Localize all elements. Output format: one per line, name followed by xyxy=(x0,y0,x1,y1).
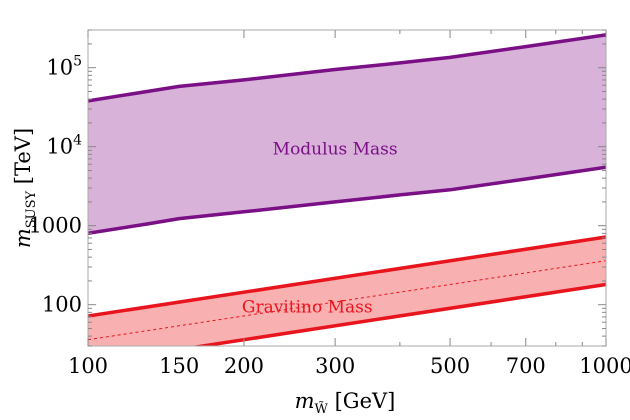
y-axis-title-sub: SUSY xyxy=(24,190,39,228)
y-tick-label: 105 xyxy=(46,54,82,80)
x-tick-label: 100 xyxy=(68,354,108,378)
labels-layer: 100 150 200 300 500 700 1000 100 1000 104 105 Modul… xyxy=(29,54,630,378)
y-tick-label: 100 xyxy=(42,293,82,317)
x-axis-title-sub: W̃ xyxy=(315,401,329,417)
bands-layer xyxy=(88,33,606,346)
gravitino-mass-label: Gravitino Mass xyxy=(242,297,373,317)
x-tick-label: 200 xyxy=(224,354,264,378)
gravitino-mass-lower-line xyxy=(191,282,606,346)
modulus-mass-label: Modulus Mass xyxy=(273,139,398,159)
x-tick-label: 1000 xyxy=(579,354,630,378)
y-axis-title-base: m xyxy=(11,228,35,248)
x-axis-title-base: m xyxy=(295,389,315,413)
x-tick-label: 500 xyxy=(430,354,470,378)
x-tick-label: 150 xyxy=(159,354,199,378)
y-axis-title-unit: [TeV] xyxy=(11,128,35,191)
y-tick-label: 104 xyxy=(46,133,82,159)
y-tick-label: 1000 xyxy=(29,214,82,238)
y-axis-title: mSUSY [TeV] xyxy=(11,128,39,248)
x-axis-title-unit: [GeV] xyxy=(328,389,395,413)
gravitino-mass-upper-line xyxy=(88,235,606,318)
modulus-mass-band-fill xyxy=(88,34,606,234)
ticks-layer xyxy=(87,29,607,347)
x-axis-title: mW̃ [GeV] xyxy=(295,389,396,417)
modulus-mass-lower-line xyxy=(88,165,606,236)
x-tick-label: 300 xyxy=(315,354,355,378)
x-tick-label: 700 xyxy=(506,354,546,378)
modulus-mass-upper-line xyxy=(88,33,606,103)
gravitino-mass-band-fill xyxy=(88,237,606,346)
